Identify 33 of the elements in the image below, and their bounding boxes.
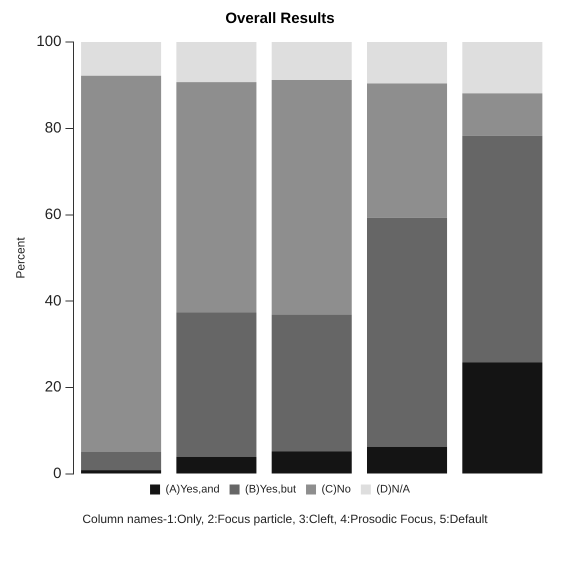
- bar: [272, 80, 352, 315]
- bar: [366, 218, 448, 447]
- bar: [272, 314, 352, 452]
- y-axis-title: Percent: [14, 236, 28, 279]
- y-tick-label: 100: [36, 33, 62, 50]
- bar: [462, 136, 542, 363]
- bar: [81, 76, 162, 452]
- bar: [272, 452, 352, 474]
- legend-label: (B)Yes,but: [245, 484, 296, 496]
- bar: [81, 452, 162, 470]
- y-tick-label: 0: [53, 465, 62, 482]
- y-tick-label: 40: [44, 292, 62, 310]
- text: Column names-1:Only, 2:Focus particle, 3:Cleft, 4:Prosodic Focus, 5:Default: [81, 512, 489, 526]
- y-tick-label: 60: [44, 206, 62, 223]
- bar: [366, 83, 448, 218]
- bar: [176, 42, 256, 82]
- bar: [462, 42, 542, 94]
- y-tick-label: 20: [44, 378, 62, 396]
- bar: [366, 42, 448, 84]
- bar: [81, 470, 162, 474]
- legend-label: (C)No: [322, 484, 351, 496]
- legend-label: (D)N/A: [376, 484, 411, 496]
- bar: [366, 446, 448, 474]
- bar: [176, 312, 256, 457]
- bar: [81, 42, 162, 76]
- bar: [176, 82, 256, 312]
- bar: [462, 362, 542, 474]
- chart-title: Overall Results: [225, 10, 335, 28]
- bar: [272, 42, 352, 80]
- bar: [462, 93, 542, 136]
- bar: [176, 456, 256, 474]
- legend-label: (A)Yes,and: [166, 484, 220, 496]
- y-tick-label: 80: [44, 120, 62, 137]
